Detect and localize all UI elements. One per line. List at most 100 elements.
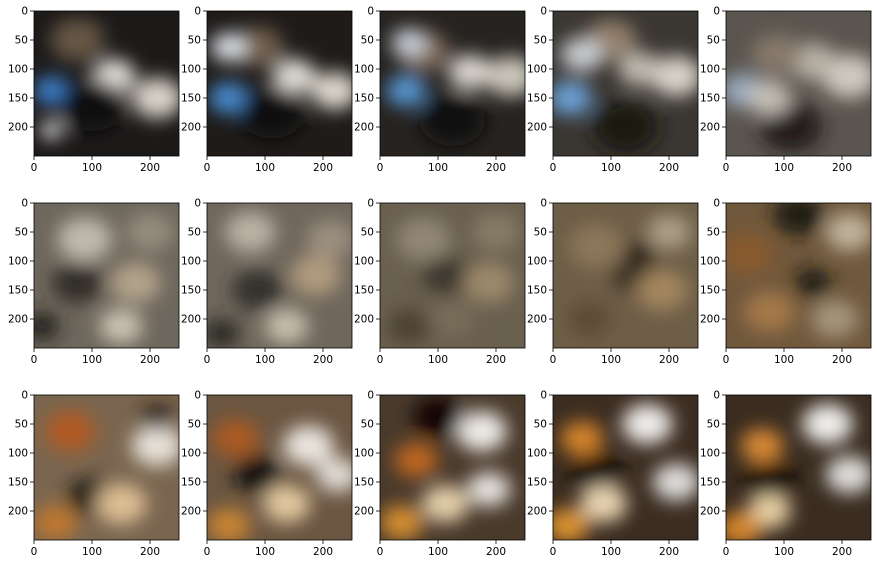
color-blob — [386, 74, 427, 107]
x-tick-label: 100 — [428, 546, 448, 558]
panel-row1-col1: 0 100 200 0 50 100 150 200 — [8, 6, 180, 174]
color-blob — [99, 308, 143, 344]
y-tick-label: 100 — [700, 64, 720, 76]
panel-row2-col4: 0 100 200 0 50 100 150 200 — [527, 198, 699, 366]
y-tick-label: 200 — [354, 122, 374, 134]
color-blob — [652, 463, 698, 501]
color-blob — [234, 455, 282, 494]
x-tick-label: 200 — [486, 162, 506, 174]
y-tick-label: 100 — [527, 448, 547, 460]
color-blob — [208, 82, 249, 114]
color-blob — [569, 224, 624, 269]
color-blob — [232, 26, 284, 68]
y-tick-label: 150 — [181, 285, 201, 297]
panel-row2-col1: 0 100 200 0 50 100 150 200 — [8, 198, 180, 366]
color-blob — [95, 483, 147, 525]
y-tick-label: 0 — [540, 198, 547, 210]
x-tick-label: 0 — [377, 546, 384, 558]
color-blob — [726, 233, 774, 275]
y-tick-label: 0 — [367, 6, 374, 18]
y-tick-label: 0 — [367, 198, 374, 210]
color-blob — [380, 505, 424, 540]
generated-image — [553, 11, 698, 156]
x-tick-label: 0 — [550, 354, 557, 366]
color-blob — [773, 203, 824, 235]
y-tick-label: 100 — [8, 256, 28, 268]
x-tick-label: 200 — [832, 354, 852, 366]
x-tick-label: 100 — [428, 162, 448, 174]
y-tick-label: 50 — [361, 227, 374, 239]
x-tick-label: 100 — [82, 162, 102, 174]
y-tick-label: 50 — [15, 419, 28, 431]
color-blob — [34, 311, 60, 341]
color-blob — [580, 484, 628, 523]
x-tick-label: 200 — [832, 162, 852, 174]
color-blob — [44, 410, 96, 452]
x-tick-label: 0 — [550, 162, 557, 174]
y-tick-label: 0 — [540, 6, 547, 18]
y-tick-label: 150 — [8, 285, 28, 297]
x-tick-label: 100 — [255, 354, 275, 366]
x-tick-label: 200 — [659, 162, 679, 174]
panel-row1-col2: 0 100 200 0 50 100 150 200 — [181, 6, 353, 174]
x-tick-label: 100 — [774, 546, 794, 558]
color-blob — [430, 301, 475, 337]
y-tick-label: 50 — [534, 35, 547, 47]
x-tick-label: 100 — [255, 162, 275, 174]
generated-image — [207, 395, 352, 540]
x-tick-label: 200 — [832, 546, 852, 558]
x-tick-label: 200 — [313, 354, 333, 366]
generated-image — [726, 395, 871, 540]
y-tick-label: 50 — [534, 227, 547, 239]
color-blob — [553, 508, 590, 540]
y-tick-label: 50 — [707, 227, 720, 239]
color-blob — [239, 86, 305, 139]
y-tick-label: 200 — [181, 122, 201, 134]
y-tick-label: 150 — [527, 477, 547, 489]
y-tick-label: 100 — [181, 448, 201, 460]
x-tick-label: 200 — [659, 354, 679, 366]
y-tick-label: 150 — [181, 477, 201, 489]
y-tick-label: 50 — [361, 35, 374, 47]
generated-image — [380, 395, 525, 540]
generated-image — [34, 11, 179, 156]
color-blob — [647, 214, 691, 250]
color-blob — [825, 455, 871, 494]
color-blob — [225, 211, 276, 253]
y-tick-label: 200 — [700, 314, 720, 326]
y-tick-label: 0 — [194, 6, 201, 18]
y-tick-label: 100 — [700, 448, 720, 460]
color-blob — [207, 508, 251, 540]
color-blob — [623, 240, 657, 267]
y-tick-label: 150 — [8, 477, 28, 489]
x-tick-label: 200 — [313, 162, 333, 174]
x-tick-label: 0 — [31, 162, 38, 174]
y-tick-label: 0 — [367, 390, 374, 402]
y-tick-label: 150 — [527, 93, 547, 105]
color-blob — [306, 220, 352, 259]
x-tick-label: 100 — [428, 354, 448, 366]
y-tick-label: 200 — [354, 506, 374, 518]
x-tick-label: 0 — [723, 354, 730, 366]
generated-image — [380, 11, 525, 156]
y-tick-label: 0 — [21, 390, 28, 402]
x-tick-label: 0 — [31, 546, 38, 558]
y-tick-label: 0 — [194, 390, 201, 402]
color-blob — [212, 419, 260, 458]
panel-row1-col3: 0 100 200 0 50 100 150 200 — [354, 6, 526, 174]
color-blob — [560, 37, 604, 72]
y-tick-label: 50 — [534, 419, 547, 431]
y-tick-label: 200 — [700, 122, 720, 134]
panel-row3-col4: 0 100 200 0 50 100 150 200 — [527, 390, 699, 558]
color-blob — [467, 471, 511, 507]
color-blob — [290, 255, 342, 296]
x-tick-label: 100 — [774, 162, 794, 174]
y-tick-label: 100 — [8, 448, 28, 460]
y-tick-label: 150 — [354, 93, 374, 105]
axes-frame — [379, 394, 526, 541]
panel-row3-col5: 0 100 200 0 50 100 150 200 — [700, 390, 872, 558]
y-tick-label: 50 — [188, 35, 201, 47]
generated-image — [553, 203, 698, 348]
x-tick-label: 100 — [601, 546, 621, 558]
color-blob — [726, 511, 763, 540]
